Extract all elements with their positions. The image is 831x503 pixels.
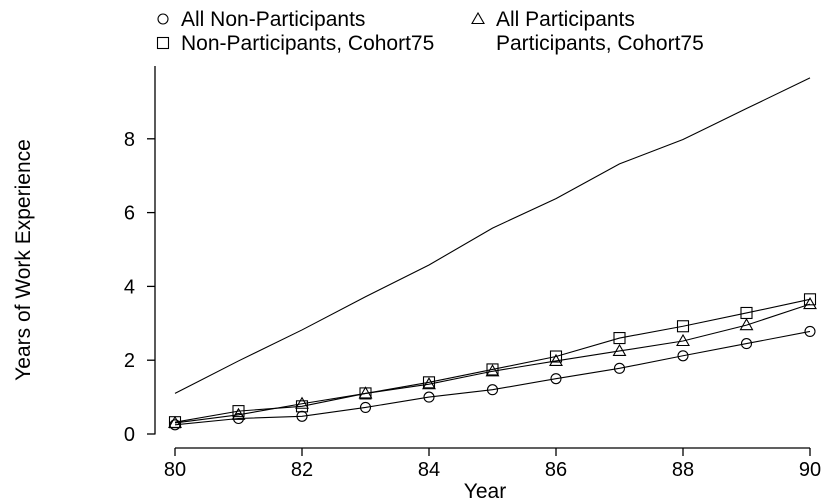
point-triangle <box>676 333 690 347</box>
point-square <box>549 350 563 363</box>
point-triangle <box>422 377 436 390</box>
x-tick-label: 84 <box>418 459 440 481</box>
point-circle-legend <box>157 13 169 25</box>
series-1 <box>169 325 816 431</box>
legend-item: Participants, Cohort75 <box>496 32 704 55</box>
point-square <box>613 332 626 345</box>
point-circle <box>804 325 816 337</box>
point-square <box>803 293 817 306</box>
point-square <box>676 320 690 333</box>
point-triangle-legend <box>471 11 485 25</box>
y-tick-label: 8 <box>124 129 135 151</box>
axes: 0 2 4 6 8 80 82 84 86 88 90 <box>124 66 821 481</box>
y-tick-label: 6 <box>124 203 135 225</box>
x-tick-label: 82 <box>291 459 313 481</box>
point-triangle <box>612 343 627 357</box>
series-line <box>174 298 811 423</box>
y-tick-label: 4 <box>124 276 135 298</box>
point-triangle <box>549 353 563 366</box>
point-square <box>740 306 753 320</box>
plot-area <box>168 77 817 431</box>
point-square <box>359 387 372 400</box>
x-tick-label: 80 <box>164 459 186 481</box>
x-tick-label: 86 <box>545 459 567 481</box>
series-3 <box>168 293 817 429</box>
point-square <box>168 416 182 429</box>
point-circle <box>359 401 372 413</box>
point-triangle <box>295 396 309 409</box>
legend-item: All Participants <box>471 8 635 31</box>
point-circle <box>613 362 626 374</box>
y-tick-label: 2 <box>124 350 135 372</box>
legend-label: All Non-Participants <box>181 8 365 31</box>
series-2 <box>168 297 817 428</box>
legend-item: All Non-Participants <box>157 8 365 31</box>
y-axis-label: Years of Work Experience <box>12 139 35 381</box>
point-square <box>232 405 245 418</box>
legend-label: Non-Participants, Cohort75 <box>181 32 434 55</box>
point-circle <box>486 384 499 396</box>
legend-item: Non-Participants, Cohort75 <box>156 32 434 55</box>
point-circle <box>677 350 689 362</box>
series-4 <box>174 77 811 394</box>
point-square <box>295 400 309 413</box>
point-circle <box>740 338 753 350</box>
legend: All Non-Participants All Participants Non-… <box>156 8 704 55</box>
point-circle <box>550 373 562 385</box>
point-square <box>422 376 436 389</box>
legend-label: All Participants <box>496 8 635 31</box>
point-triangle <box>231 407 246 420</box>
point-square <box>486 363 499 376</box>
series-line <box>174 330 811 426</box>
point-triangle <box>803 297 817 310</box>
point-triangle <box>739 318 754 331</box>
point-square-legend <box>156 36 170 50</box>
series-line <box>174 77 811 394</box>
y-tick-label: 0 <box>124 424 135 446</box>
legend-label: Participants, Cohort75 <box>496 32 704 55</box>
x-tick-label: 90 <box>799 459 821 481</box>
x-axis-label: Year <box>464 480 506 503</box>
x-tick-label: 88 <box>672 459 694 481</box>
point-circle <box>423 391 435 403</box>
